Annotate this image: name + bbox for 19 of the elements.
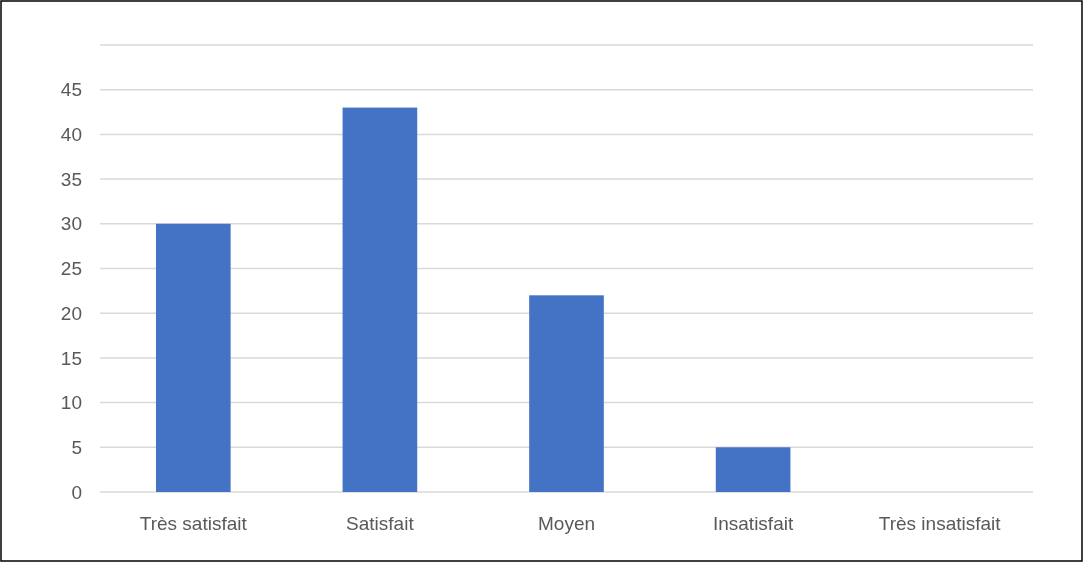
bar	[342, 107, 418, 492]
bar	[155, 223, 231, 492]
y-tick-label: 35	[60, 168, 82, 190]
x-tick-label: Satisfait	[346, 513, 415, 534]
bar	[715, 447, 791, 492]
x-tick-label: Très insatisfait	[878, 513, 1002, 534]
y-tick-label: 0	[71, 481, 82, 503]
y-tick-label: 20	[60, 302, 82, 324]
y-tick-label: 30	[60, 213, 82, 235]
y-tick-label: 10	[60, 392, 82, 414]
y-tick-label: 5	[71, 436, 82, 458]
y-tick-label: 40	[60, 124, 82, 146]
bar	[529, 295, 604, 492]
y-tick-label: 25	[60, 258, 82, 280]
x-tick-label: Insatisfait	[712, 513, 794, 534]
x-tick-label: Moyen	[537, 513, 596, 534]
y-tick-label: 15	[60, 347, 82, 369]
x-tick-label: Très satisfait	[139, 513, 248, 534]
y-tick-label: 45	[60, 79, 82, 101]
